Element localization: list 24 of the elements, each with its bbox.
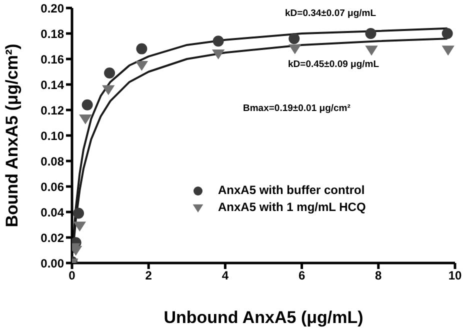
x-tick-label: 10: [448, 268, 462, 283]
y-tick-label: 0.10: [40, 128, 64, 143]
y-tick-label: 0.00: [40, 256, 64, 270]
annotation: Bmax=0.19±0.01 μg/cm²: [243, 103, 350, 114]
legend-label: AnxA5 with 1 mg/mL HCQ: [218, 199, 366, 216]
x-tick-label: 0: [68, 268, 76, 283]
y-tick-label: 0.20: [40, 1, 64, 16]
y-tick-label: 0.16: [40, 52, 64, 66]
annotation: kD=0.45±0.09 μg/mL: [288, 59, 380, 70]
y-tick-label: 0.02: [40, 230, 64, 245]
x-tick-label: 2: [145, 268, 152, 283]
y-tick-label: 0.18: [40, 26, 64, 41]
x-axis-title: Unbound AnxA5 (μg/mL): [164, 308, 364, 327]
x-tick-label: 6: [298, 268, 306, 283]
y-tick-label: 0.08: [40, 154, 64, 168]
annotation: kD=0.34±0.07 μg/mL: [285, 8, 376, 19]
x-tick-label: 8: [375, 268, 382, 283]
y-axis-title: Bound AnxA5 (μg/cm²): [2, 44, 22, 228]
y-tick-label: 0.12: [40, 103, 64, 118]
x-tick-label: 4: [222, 268, 229, 283]
y-tick-label: 0.04: [40, 205, 64, 220]
y-tick-label: 0.06: [40, 180, 64, 194]
y-tick-label: 0.14: [40, 78, 64, 92]
legend-label: AnxA5 with buffer control: [218, 182, 365, 199]
